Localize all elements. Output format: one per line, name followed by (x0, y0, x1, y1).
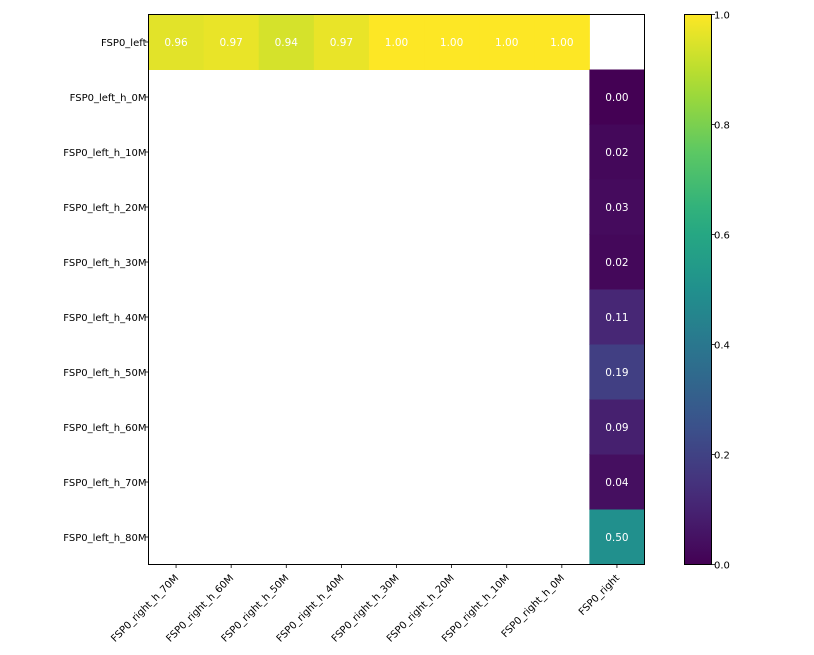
x-tick-label-fsp0-right-h-0m: FSP0_right_h_0M (500, 573, 567, 640)
colorbar-frame (684, 14, 712, 565)
cell-value-label: 1.00 (385, 37, 408, 49)
heatmap-cells (148, 14, 645, 565)
y-tick-label-fsp0-left-h-70m: FSP0_left_h_70M (63, 478, 146, 489)
y-tick-label-fsp0-left-h-50m: FSP0_left_h_50M (63, 368, 146, 379)
colorbar-gradient (684, 14, 712, 565)
heatmap-cell (589, 344, 645, 400)
colorbar-tick-label: 0.6 (714, 231, 730, 242)
cell-value-label: 0.09 (605, 422, 628, 434)
y-tick-label-fsp0-left-h-60m: FSP0_left_h_60M (63, 423, 146, 434)
heatmap-cell (148, 14, 205, 70)
y-tick-label-fsp0-left-h-40m: FSP0_left_h_40M (63, 313, 146, 324)
y-tick-label-fsp0-left-h-10m: FSP0_left_h_10M (63, 148, 146, 159)
heatmap-cell (589, 509, 645, 565)
cell-value-labels: 0.96 0.97 0.94 0.97 1.00 1.00 1.00 1.00 0.00 0.02… (164, 37, 629, 544)
y-tick-label-fsp0-left-h-30m: FSP0_left_h_30M (63, 258, 146, 269)
cell-value-label: 0.04 (605, 477, 629, 489)
cell-value-label: 0.97 (219, 37, 242, 49)
heatmap-cell (589, 234, 645, 290)
heatmap-cell (589, 289, 645, 345)
cell-value-label: 1.00 (440, 37, 463, 49)
cell-value-label: 0.19 (605, 367, 628, 379)
heatmap-cell (589, 179, 645, 235)
colorbar-tick-label: 0.8 (714, 121, 730, 132)
heatmap-cell (589, 69, 645, 125)
colorbar-tick-label: 0.4 (714, 341, 730, 352)
heatmap-cell (534, 14, 590, 70)
heatmap-cell (589, 454, 645, 510)
heatmap-cell (258, 14, 315, 70)
cell-value-label: 0.02 (605, 147, 628, 159)
y-tick-label-fsp0-left-h-20m: FSP0_left_h_20M (63, 203, 146, 214)
cell-value-label: 0.94 (275, 37, 299, 49)
cell-value-label: 1.00 (550, 37, 573, 49)
y-tick-label-fsp0-left: FSP0_left (101, 38, 147, 49)
colorbar-tick-label: 1.0 (714, 11, 730, 22)
y-axis: FSP0_left FSP0_left_h_0M FSP0_left_h_10M FS… (63, 38, 149, 544)
colorbar-tick-label: 0.2 (714, 451, 730, 462)
cell-value-label: 0.11 (605, 312, 628, 324)
x-tick-label-fsp0-right: FSP0_right (577, 573, 622, 618)
cell-value-label: 0.02 (605, 257, 628, 269)
y-tick-label-fsp0-left-h-0m: FSP0_left_h_0M (70, 93, 147, 104)
plot-frame (148, 14, 645, 565)
cell-value-label: 0.03 (605, 202, 628, 214)
heatmap-cell (589, 124, 645, 180)
heatmap-cell (589, 399, 645, 455)
heatmap-cell (203, 14, 260, 70)
cell-value-label: 0.97 (330, 37, 353, 49)
colorbar-tick-label: 0.0 (714, 561, 730, 572)
cell-value-label: 0.00 (605, 92, 628, 104)
heatmap-cell (479, 14, 535, 70)
colorbar: 0.0 0.2 0.4 0.6 0.8 1.0 (684, 11, 730, 572)
heatmap-cell (313, 14, 370, 70)
cell-value-label: 1.00 (495, 37, 518, 49)
cell-value-label: 0.96 (164, 37, 188, 49)
heatmap-cell (368, 14, 425, 70)
y-tick-label-fsp0-left-h-80m: FSP0_left_h_80M (63, 533, 146, 544)
x-axis: FSP0_right_h_70MFSP0_right_h_60MFSP0_rig… (109, 564, 622, 645)
cell-value-label: 0.50 (605, 532, 628, 544)
heatmap-cell (424, 14, 480, 70)
